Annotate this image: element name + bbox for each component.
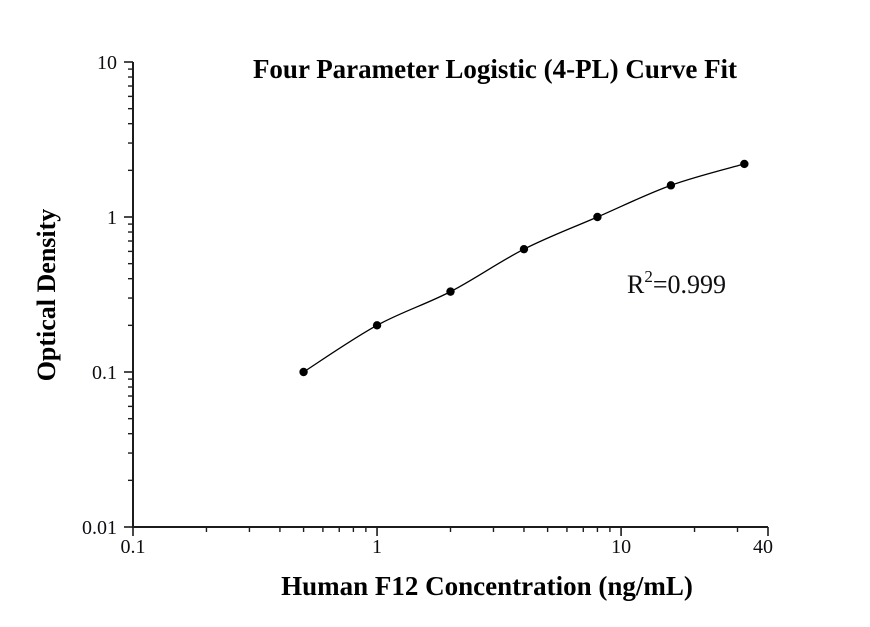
x-tick-label: 40	[753, 536, 773, 558]
data-point-marker	[299, 367, 308, 377]
fit-curve-line	[303, 163, 745, 373]
data-point-marker	[446, 287, 455, 296]
chart-title: Four Parameter Logistic (4-PL) Curve Fit	[253, 54, 737, 84]
y-tick-label: 1	[107, 207, 117, 229]
series-layer	[299, 159, 749, 377]
r-squared-superscript: 2	[644, 267, 653, 286]
x-axis-title: Human F12 Concentration (ng/mL)	[281, 571, 693, 601]
x-tick-label: 0.1	[121, 536, 146, 558]
r-squared-annotation: R2=0.999	[627, 267, 726, 299]
x-tick-label: 10	[611, 536, 631, 558]
data-point-marker	[593, 212, 602, 222]
y-tick-label: 10	[97, 52, 117, 74]
data-point-marker	[740, 159, 749, 169]
r-squared-base: R	[627, 270, 645, 299]
data-point-marker	[519, 244, 529, 254]
y-tick-label: 0.1	[92, 362, 117, 384]
data-point-marker	[666, 181, 676, 190]
y-axis-title: Optical Density	[32, 209, 61, 382]
y-tick-label: 0.01	[82, 517, 117, 539]
data-point-marker	[372, 321, 382, 330]
x-tick-label: 1	[372, 536, 382, 558]
r-squared-value: =0.999	[653, 270, 726, 299]
